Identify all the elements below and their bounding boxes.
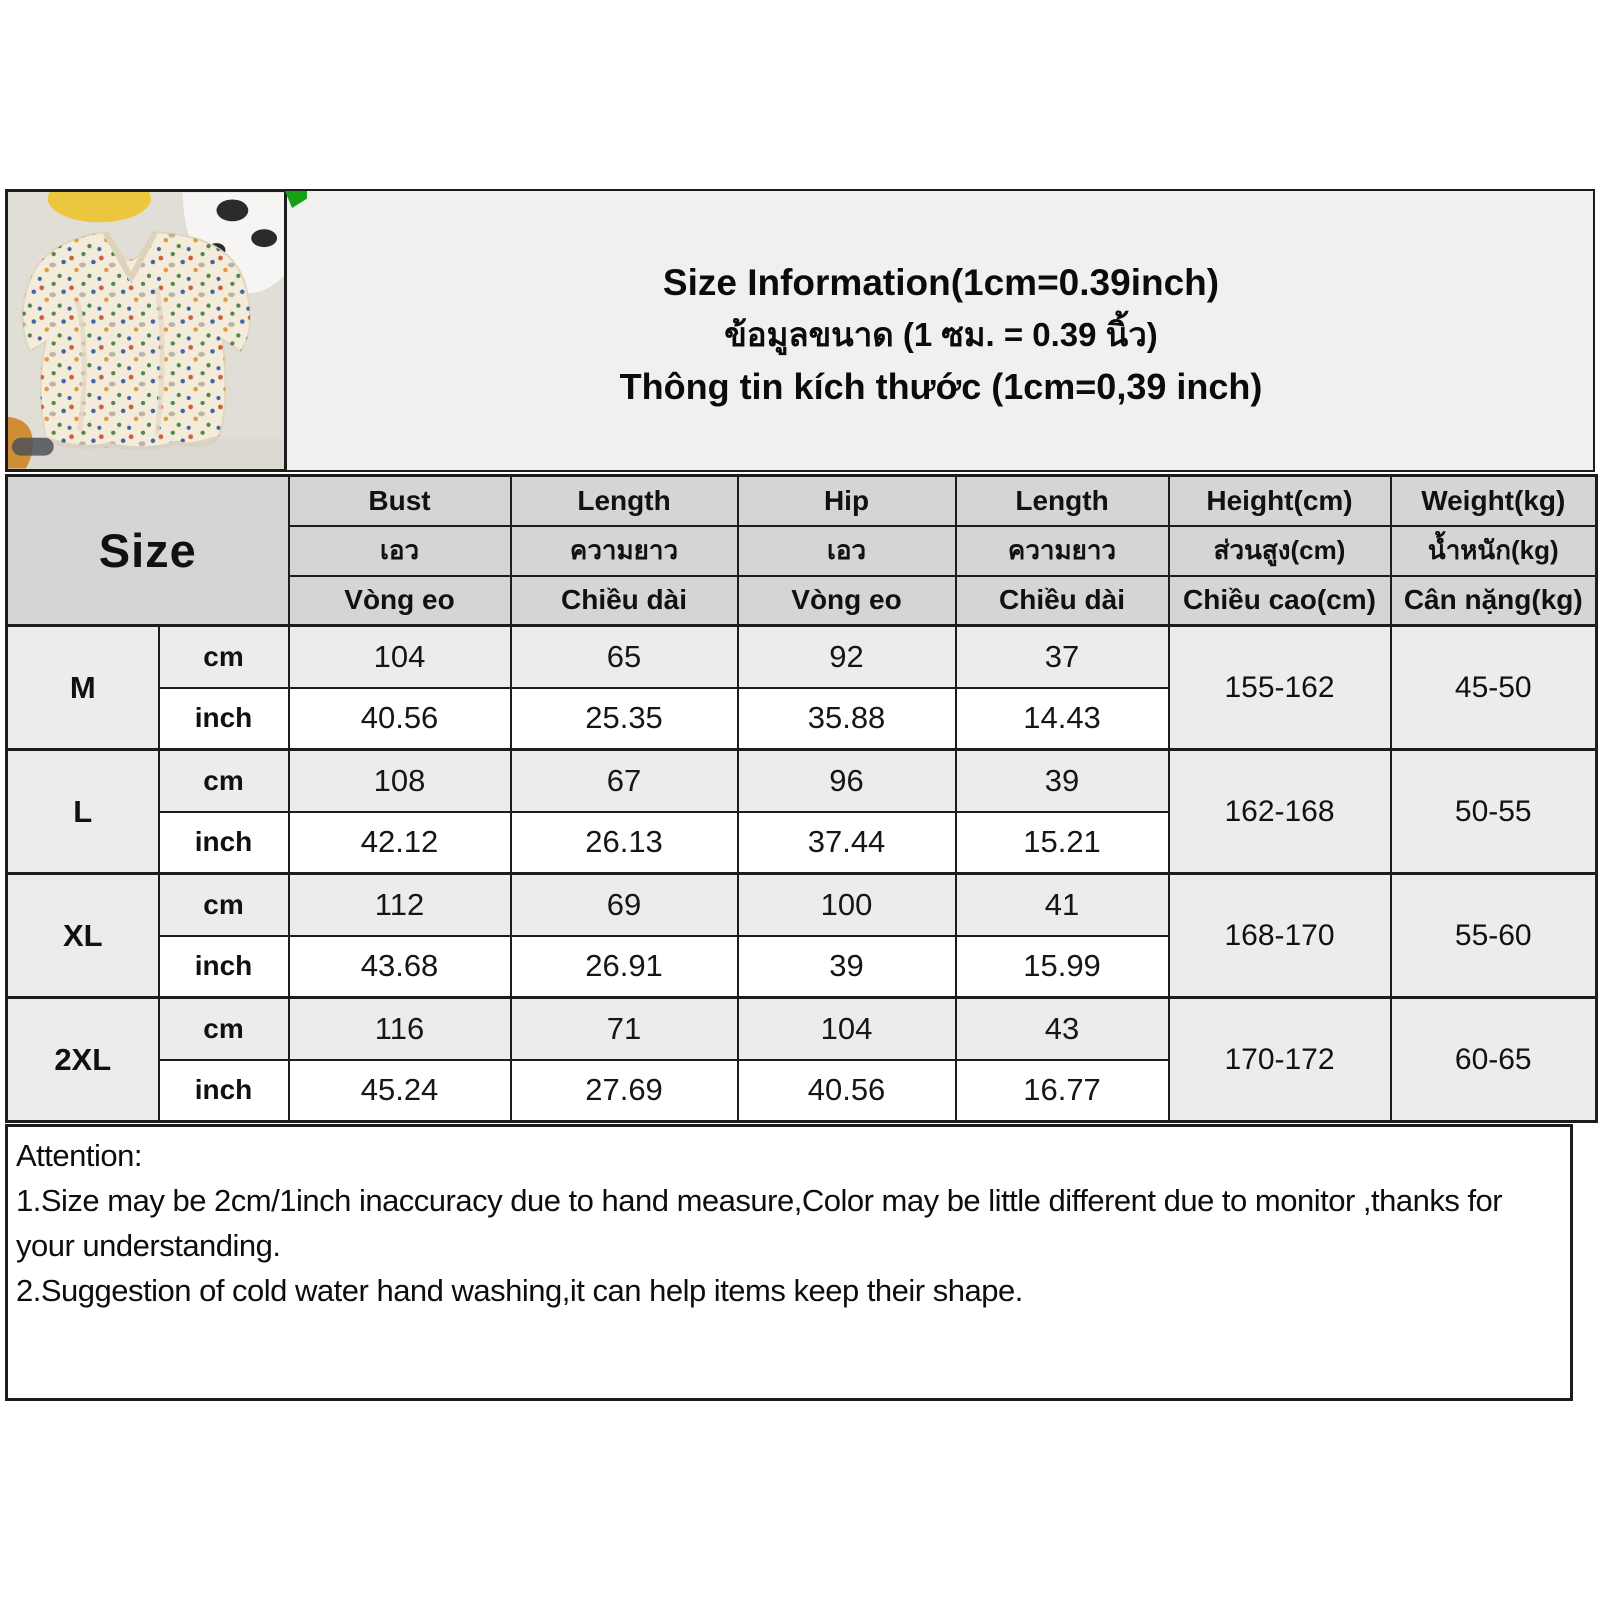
attention-notes: Attention: 1.Size may be 2cm/1inch inacc… bbox=[5, 1124, 1573, 1401]
product-photo bbox=[5, 189, 287, 472]
cell-value: 16.77 bbox=[954, 1058, 1170, 1123]
cell-value: 45.24 bbox=[287, 1058, 512, 1123]
cell-value: 39 bbox=[954, 748, 1170, 813]
unit-label: cm bbox=[157, 872, 290, 937]
cell-value: 69 bbox=[509, 872, 739, 937]
unit-label: cm bbox=[157, 748, 290, 813]
cell-value: 104 bbox=[287, 624, 512, 689]
col-header-bust-vi: Vòng eo bbox=[287, 574, 512, 627]
cell-value: 27.69 bbox=[509, 1058, 739, 1123]
col-header-height-th: ส่วนสูง(cm) bbox=[1167, 524, 1392, 577]
height-range: 168-170 bbox=[1167, 872, 1392, 999]
col-header-weight-th: น้ำหนัก(kg) bbox=[1389, 524, 1598, 577]
unit-label: inch bbox=[157, 686, 290, 751]
size-label-2xl: 2XL bbox=[5, 996, 160, 1123]
height-range: 170-172 bbox=[1167, 996, 1392, 1123]
col-header-weight-en: Weight(kg) bbox=[1389, 474, 1598, 527]
size-chart-table: Size Bust Length Hip Length Height(cm) W… bbox=[5, 474, 1599, 1123]
height-range: 155-162 bbox=[1167, 624, 1392, 751]
cell-value: 15.21 bbox=[954, 810, 1170, 875]
title-thai: ข้อมูลขนาด (1 ซม. = 0.39 นิ้ว) bbox=[724, 316, 1158, 353]
table-row: inch 42.12 26.13 37.44 15.21 bbox=[7, 810, 1597, 875]
cell-value: 92 bbox=[736, 624, 957, 689]
col-header-hip-th: เอว bbox=[736, 524, 957, 577]
cell-value: 39 bbox=[736, 934, 957, 999]
cell-value: 71 bbox=[509, 996, 739, 1061]
cell-value: 67 bbox=[509, 748, 739, 813]
col-header-height-en: Height(cm) bbox=[1167, 474, 1392, 527]
cell-value: 40.56 bbox=[736, 1058, 957, 1123]
size-label-l: L bbox=[5, 748, 160, 875]
col-header-length2-vi: Chiều dài bbox=[954, 574, 1170, 627]
cell-value: 43.68 bbox=[287, 934, 512, 999]
page-title: Size Information(1cm=0.39inch) ข้อมูลขนา… bbox=[289, 257, 1593, 413]
unit-label: inch bbox=[157, 934, 290, 999]
table-row: inch 43.68 26.91 39 15.99 bbox=[7, 934, 1597, 999]
col-header-height-vi: Chiều cao(cm) bbox=[1167, 574, 1392, 627]
attention-line-1: 1.Size may be 2cm/1inch inaccuracy due t… bbox=[16, 1183, 1503, 1263]
cell-value: 43 bbox=[954, 996, 1170, 1061]
col-header-bust-en: Bust bbox=[287, 474, 512, 527]
unit-label: cm bbox=[157, 996, 290, 1061]
table-row: inch 45.24 27.69 40.56 16.77 bbox=[7, 1058, 1597, 1123]
title-english: Size Information(1cm=0.39inch) bbox=[662, 262, 1220, 303]
weight-range: 60-65 bbox=[1389, 996, 1598, 1123]
size-label-xl: XL bbox=[5, 872, 160, 999]
cell-value: 96 bbox=[736, 748, 957, 813]
cell-value: 26.91 bbox=[509, 934, 739, 999]
cell-value: 116 bbox=[287, 996, 512, 1061]
cell-value: 26.13 bbox=[509, 810, 739, 875]
attention-heading: Attention: bbox=[16, 1138, 142, 1173]
corner-size-label: Size bbox=[5, 474, 290, 627]
table-row: inch 40.56 25.35 35.88 14.43 bbox=[7, 686, 1597, 751]
cell-value: 40.56 bbox=[287, 686, 512, 751]
col-header-length1-th: ความยาว bbox=[509, 524, 739, 577]
header-section: Size Information(1cm=0.39inch) ข้อมูลขนา… bbox=[5, 189, 1595, 472]
cell-value: 15.99 bbox=[954, 934, 1170, 999]
cell-value: 104 bbox=[736, 996, 957, 1061]
col-header-length2-th: ความยาว bbox=[954, 524, 1170, 577]
col-header-hip-vi: Vòng eo bbox=[736, 574, 957, 627]
green-corner-mark bbox=[285, 191, 307, 208]
height-range: 162-168 bbox=[1167, 748, 1392, 875]
cell-value: 108 bbox=[287, 748, 512, 813]
title-vietnamese: Thông tin kích thước (1cm=0,39 inch) bbox=[619, 366, 1263, 407]
table-row: XL cm 112 69 100 41 168-170 55-60 bbox=[5, 872, 1598, 999]
cell-value: 42.12 bbox=[287, 810, 512, 875]
cell-value: 41 bbox=[954, 872, 1170, 937]
cell-value: 14.43 bbox=[954, 686, 1170, 751]
col-header-hip-en: Hip bbox=[736, 474, 957, 527]
col-header-bust-th: เอว bbox=[287, 524, 512, 577]
cell-value: 100 bbox=[736, 872, 957, 937]
col-header-length2-en: Length bbox=[954, 474, 1170, 527]
table-row: M cm 104 65 92 37 155-162 45-50 bbox=[5, 624, 1598, 751]
cell-value: 37 bbox=[954, 624, 1170, 689]
col-header-length1-en: Length bbox=[509, 474, 739, 527]
photo-badge bbox=[11, 437, 54, 456]
unit-label: cm bbox=[157, 624, 290, 689]
weight-range: 55-60 bbox=[1389, 872, 1598, 999]
weight-range: 45-50 bbox=[1389, 624, 1598, 751]
table-row: L cm 108 67 96 39 162-168 50-55 bbox=[5, 748, 1598, 875]
cell-value: 35.88 bbox=[736, 686, 957, 751]
cell-value: 25.35 bbox=[509, 686, 739, 751]
col-header-weight-vi: Cân nặng(kg) bbox=[1389, 574, 1598, 627]
cell-value: 37.44 bbox=[736, 810, 957, 875]
size-label-m: M bbox=[5, 624, 160, 751]
unit-label: inch bbox=[157, 810, 290, 875]
product-photo-illustration bbox=[8, 192, 284, 469]
cell-value: 65 bbox=[509, 624, 739, 689]
table-row: 2XL cm 116 71 104 43 170-172 60-65 bbox=[5, 996, 1598, 1123]
col-header-length1-vi: Chiều dài bbox=[509, 574, 739, 627]
unit-label: inch bbox=[157, 1058, 290, 1123]
weight-range: 50-55 bbox=[1389, 748, 1598, 875]
cell-value: 112 bbox=[287, 872, 512, 937]
attention-line-2: 2.Suggestion of cold water hand washing,… bbox=[16, 1273, 1023, 1308]
